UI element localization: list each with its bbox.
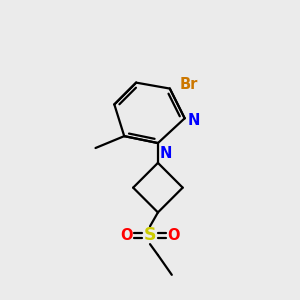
Text: O: O: [120, 228, 133, 243]
Text: N: N: [188, 113, 200, 128]
Text: O: O: [167, 228, 180, 243]
Text: Br: Br: [180, 77, 198, 92]
Text: S: S: [144, 226, 156, 244]
Text: N: N: [160, 146, 172, 161]
